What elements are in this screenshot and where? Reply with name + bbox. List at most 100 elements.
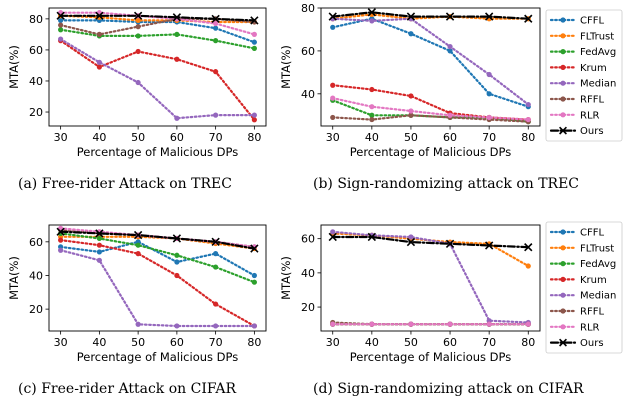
legend-marker-cffl [560,229,566,235]
y-tick-label: 20 [29,303,43,316]
x-tick-label: 60 [443,131,457,144]
legend-label-cffl: CFFL [580,228,604,239]
point-cffl [330,24,336,30]
series-line-ours [59,14,256,22]
point-ours [484,12,494,21]
point-stroke [524,243,533,252]
point-stroke [445,239,455,248]
point-rffl [369,116,375,123]
x-tick-label: 60 [170,131,184,144]
series-line-median [331,17,530,106]
x-axis-label: Percentage of Malicious DPs [77,145,239,159]
point-rffl [58,22,64,28]
legend-marker-krum [560,64,566,70]
point-rlr [330,321,336,327]
point-stroke [133,230,143,240]
legend-label-fedavg: FedAvg [580,259,616,270]
point-ours [95,229,104,238]
point-median [447,44,453,50]
legend-marker-median [560,80,566,86]
point-rlr [369,104,375,110]
point-stroke [95,11,104,20]
series-line-rffl [331,114,530,123]
point-cffl [408,31,414,37]
y-tick-label: 80 [29,13,43,26]
caption-a: (a) Free-rider Attack on TREC [18,176,232,192]
point-rffl [330,114,336,121]
y-tick-label: 40 [301,267,315,280]
point-ours [250,244,259,253]
x-tick-label: 50 [404,336,418,349]
point-krum [174,272,180,279]
point-median [213,112,219,118]
point-ours [133,11,143,20]
point-median [408,234,414,240]
point-krum [96,242,102,248]
point-ours [133,230,143,240]
point-stroke [328,12,337,21]
point-fedavg [96,235,102,242]
x-tick-label: 70 [482,131,496,144]
point-fltrust [135,17,141,24]
legend-label-fltrust: FLTrust [580,31,614,42]
point-fedavg [251,45,257,51]
point-stroke [133,11,143,20]
x-tick-label: 40 [92,336,106,349]
point-cffl [213,25,219,31]
x-tick-label: 60 [170,336,184,349]
point-ours [172,13,182,22]
series-line-median [331,230,530,324]
point-krum [251,117,257,123]
point-median [486,71,492,78]
point-ours [250,16,259,25]
point-stroke [56,11,65,20]
x-axis-label: Percentage of Malicious DPs [77,350,239,364]
legend-marker-fedavg [560,49,566,55]
point-krum [58,237,64,243]
caption-c: (c) Free-rider Attack on CIFAR [18,381,236,397]
point-fedavg [369,112,375,118]
plot-frame [320,7,541,127]
y-axis-label: MTA(%) [7,45,21,89]
legend-marker-fltrust [560,245,566,251]
legend-marker-krum [560,276,566,282]
point-rlr [447,112,453,118]
legend-label-cffl: CFFL [580,16,604,27]
point-ours [524,243,533,252]
point-fedavg [135,33,141,39]
point-stroke [211,237,220,246]
y-axis-label: MTA(%) [279,256,293,300]
x-tick-label: 30 [54,336,68,349]
point-fedavg [58,27,64,33]
series-line-krum [59,239,256,328]
point-ours [172,234,182,243]
caption-b: (b) Sign-randomizing attack on TREC [313,176,579,192]
point-krum [213,69,219,75]
point-rlr [408,108,414,114]
point-stroke [172,234,182,243]
point-cffl [251,39,257,45]
point-fedavg [174,252,180,258]
point-rlr [330,95,336,101]
y-tick-label: 20 [301,301,315,314]
legend-box [545,9,623,142]
point-krum [213,301,219,307]
legend-top: CFFL FLTrust FedAvg Krum Median RFFL RLR Ours [545,9,623,142]
point-rlr [408,321,414,327]
point-median [525,101,531,108]
point-stroke [250,16,259,25]
point-cffl [251,272,257,279]
series-line-ours [331,11,530,20]
point-median [58,36,64,42]
point-krum [369,86,375,93]
legend-marker-rffl [560,96,566,102]
point-stroke [367,8,377,17]
point-ours [367,232,377,242]
x-tick-label: 50 [131,336,145,349]
legend-label-krum: Krum [580,63,607,74]
point-rffl [135,24,141,30]
point-cffl [486,91,492,97]
series-line-median [59,249,256,328]
point-stroke [406,237,416,247]
